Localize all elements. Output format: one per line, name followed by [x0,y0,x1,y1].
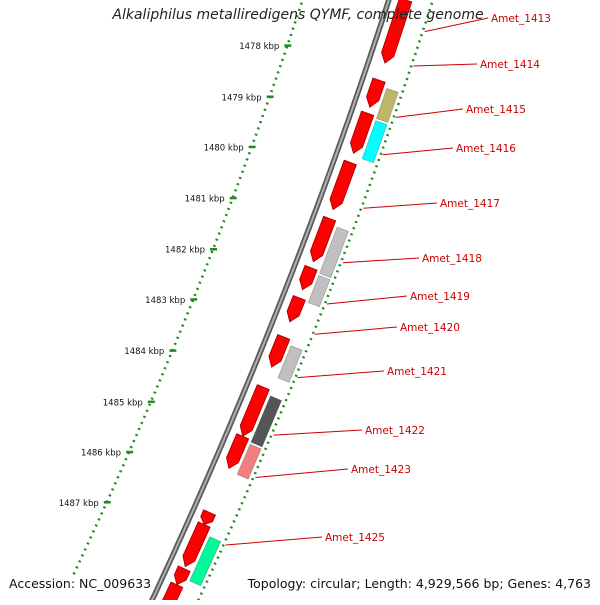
gene-arrow [268,333,291,368]
gene-label: Amet_1418 [422,253,482,265]
gene-label-leader [413,63,478,67]
scale-label: 1479 kbp [222,93,262,103]
gene-arrow [226,433,250,470]
scale-label: 1481 kbp [185,195,225,205]
gene-label: Amet_1414 [480,59,540,71]
gene-label-leader [326,295,408,305]
gene-label: Amet_1417 [440,198,500,210]
scale-ring-dots [72,0,304,576]
gene-label: Amet_1420 [400,322,460,334]
scale-label: 1482 kbp [165,246,205,256]
gene-arrow [381,0,413,64]
gene-label-leader [395,108,464,118]
cog-feature-block [361,120,388,164]
scale-label: 1480 kbp [204,143,244,153]
gene-label-leader [273,429,363,436]
accession-text: Accession: NC_009633 [9,576,152,591]
gene-arrow [299,264,318,291]
gene-label-leader [424,17,489,33]
gene-arrow [349,110,375,155]
gene-label-leader [225,536,323,546]
gene-label: Amet_1425 [325,532,385,544]
gene-label-leader [342,257,420,264]
cog-feature-block [319,226,349,279]
gene-label: Amet_1415 [466,104,526,116]
scale-label: 1484 kbp [124,347,164,357]
gene-arrow [173,565,191,586]
scale-label: 1487 kbp [59,499,99,509]
gene-arrow [329,159,357,211]
gene-arrow [286,294,306,323]
scale-label: 1478 kbp [239,42,279,52]
gene-label: Amet_1422 [365,425,425,437]
gene-arrow [200,509,217,525]
cog-feature-block [250,395,283,448]
gene-arrow [309,215,337,263]
gene-arrow [182,521,211,568]
gene-label: Amet_1421 [387,366,447,378]
gene-label: Amet_1416 [456,143,516,155]
cog-feature-block [189,536,222,587]
cog-feature-block [236,443,262,480]
gene-label-leader [314,326,398,335]
cog-feature-block [277,345,303,383]
cog-feature-block [307,274,331,308]
genome-summary-text: Topology: circular; Length: 4,929,566 bp… [247,576,591,591]
gene-label-leader [382,147,454,156]
gene-arrow [239,384,270,437]
gene-label-leader [255,468,349,478]
gene-arrow [366,77,386,108]
gene-label: Amet_1419 [410,291,470,303]
cog-feature-block [375,87,399,124]
scale-label: 1483 kbp [145,296,185,306]
gene-label: Amet_1413 [491,13,551,25]
gene-label-leader [363,202,438,209]
gene-label-leader [297,370,385,379]
gene-label: Amet_1423 [351,464,411,476]
map-title: Alkaliphilus metalliredigens QYMF, compl… [112,7,484,23]
scale-label: 1486 kbp [81,449,121,459]
gene-arrow [159,581,184,605]
scale-label: 1485 kbp [103,398,143,408]
genome-backbone [148,0,390,605]
